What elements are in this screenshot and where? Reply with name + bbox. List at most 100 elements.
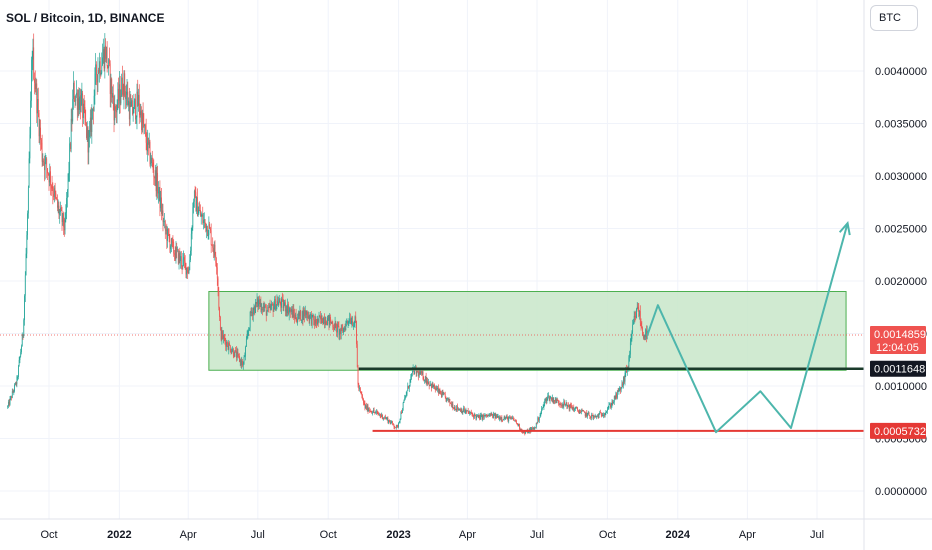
- candle-body: [174, 253, 175, 255]
- candle-body: [594, 416, 595, 418]
- candle-body: [398, 422, 399, 427]
- consolidation-zone[interactable]: [0, 291, 864, 371]
- candle-body: [204, 219, 206, 223]
- candle-body: [161, 197, 162, 214]
- candle-body: [73, 82, 75, 101]
- candle-body: [596, 415, 598, 417]
- candle-body: [179, 253, 181, 262]
- candle-body: [346, 320, 347, 323]
- candle-body: [221, 331, 223, 340]
- candle-body: [354, 316, 356, 324]
- candle-body: [339, 329, 341, 335]
- candle-body: [470, 412, 472, 414]
- candle-body: [474, 414, 476, 416]
- candle-body: [516, 423, 518, 425]
- candle-body: [457, 405, 458, 410]
- candle-body: [522, 431, 524, 433]
- candle-body: [148, 137, 149, 145]
- candle-body: [353, 325, 354, 327]
- current-price-tag: [870, 325, 926, 354]
- candle-body: [124, 73, 126, 92]
- candle-body: [47, 168, 48, 174]
- candle-body: [271, 303, 273, 306]
- candle-body: [89, 117, 91, 130]
- candle-body: [127, 91, 129, 106]
- candle-body: [239, 360, 241, 362]
- currency-button[interactable]: BTC: [870, 5, 918, 31]
- candle-body: [580, 410, 582, 413]
- candle-body: [514, 420, 516, 421]
- candle-body: [437, 387, 438, 390]
- zone-rectangle[interactable]: [208, 291, 847, 371]
- candle-body: [278, 302, 279, 306]
- candle-body: [94, 73, 96, 96]
- candle-body: [590, 415, 592, 419]
- candle-body: [45, 158, 47, 160]
- candle-body: [300, 310, 302, 321]
- candle-body: [390, 422, 392, 424]
- candle-body: [271, 303, 272, 307]
- candle-body: [336, 323, 338, 333]
- candle-body: [161, 210, 163, 214]
- candle-body: [535, 427, 536, 429]
- candle-body: [538, 417, 540, 421]
- time-axis[interactable]: Oct 2022 Apr Jul Oct 2023 Apr Jul Oct 2024 Apr Jul: [40, 529, 824, 541]
- candle-body: [154, 176, 155, 179]
- candle-body: [8, 401, 10, 405]
- candle-body: [192, 207, 194, 228]
- projection-path[interactable]: [646, 221, 851, 434]
- candle-body: [35, 83, 37, 90]
- candle-body: [47, 173, 49, 175]
- candle-body: [494, 413, 496, 419]
- candle-body: [460, 409, 461, 412]
- candle-body: [270, 306, 272, 310]
- candle-body: [550, 397, 552, 399]
- candle-body: [486, 415, 488, 417]
- candle-body: [317, 318, 318, 325]
- projection-line[interactable]: [646, 222, 849, 434]
- x-tick-label: Oct: [40, 529, 57, 541]
- chart-title: SOL / Bitcoin, 1D, BINANCE: [6, 11, 164, 25]
- candle-body: [196, 197, 198, 212]
- candle-body: [391, 421, 393, 423]
- candle-body: [316, 323, 318, 325]
- candle-body: [149, 141, 151, 165]
- candle-body: [247, 333, 249, 336]
- x-tick-label: Oct: [320, 529, 337, 541]
- level-lines[interactable]: [358, 367, 864, 432]
- candle-body: [497, 416, 499, 418]
- candle-body: [68, 171, 70, 174]
- candle-body: [645, 329, 647, 337]
- candle-body: [229, 345, 231, 352]
- candle-body: [598, 413, 600, 418]
- candle-body: [278, 299, 280, 303]
- candle-body: [54, 188, 56, 194]
- candle-body: [518, 424, 520, 427]
- candle-body: [14, 382, 16, 385]
- candle-body: [252, 311, 253, 316]
- candle-body: [265, 306, 267, 316]
- candle-body: [49, 171, 51, 183]
- candle-body: [61, 210, 63, 222]
- candle-body: [565, 402, 567, 405]
- candle-body: [126, 91, 128, 95]
- candle-body: [432, 383, 434, 388]
- candle-body: [409, 379, 411, 387]
- candle-body: [460, 409, 462, 412]
- projection-arrow-head: [838, 221, 851, 236]
- candle-body: [405, 395, 406, 398]
- candle-body: [250, 312, 252, 313]
- candle-body: [627, 366, 629, 368]
- candle-body: [483, 414, 484, 418]
- candle-body: [366, 405, 368, 410]
- candle-body: [436, 388, 438, 390]
- candle-body: [236, 352, 238, 358]
- candle-body: [137, 91, 139, 106]
- candle-body: [614, 396, 616, 399]
- candle-body: [11, 396, 12, 398]
- candle-body: [603, 414, 604, 416]
- y-tick-label: 0.0010000: [875, 381, 927, 393]
- candle-body: [562, 404, 564, 407]
- candle-body: [534, 427, 536, 430]
